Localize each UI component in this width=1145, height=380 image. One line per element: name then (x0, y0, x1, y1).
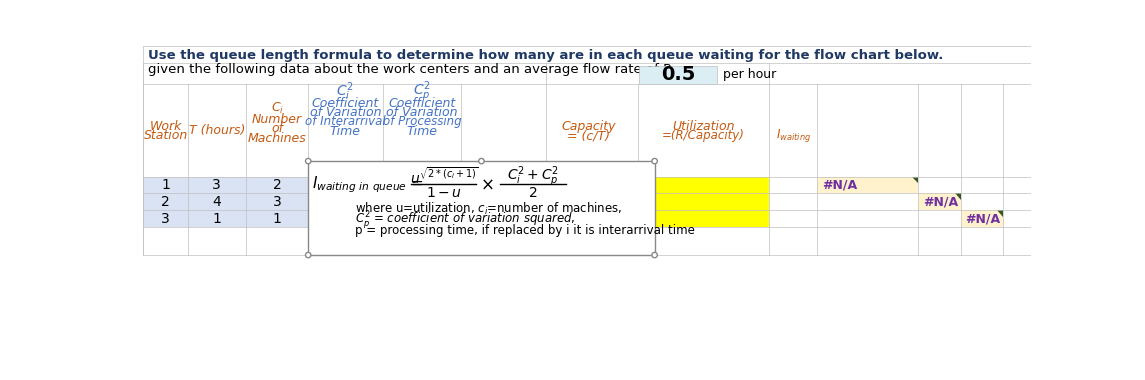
Text: per hour: per hour (722, 68, 776, 81)
Text: Time: Time (406, 125, 437, 138)
Bar (143, 193, 546, 211)
Text: 0.5: 0.5 (411, 178, 433, 192)
Text: Utilization: Utilization (672, 120, 735, 133)
Polygon shape (997, 211, 1003, 217)
Text: Work: Work (149, 120, 182, 133)
Text: #N/A: #N/A (822, 179, 858, 192)
Text: $2$: $2$ (528, 187, 538, 200)
Text: $\times$: $\times$ (480, 175, 493, 193)
Polygon shape (911, 176, 918, 183)
Text: 0.1: 0.1 (411, 212, 433, 226)
Circle shape (652, 252, 657, 258)
Text: 3: 3 (212, 178, 221, 192)
Text: =(R/Capacity): =(R/Capacity) (662, 129, 745, 142)
Text: Number: Number (252, 113, 302, 126)
Text: 1: 1 (161, 178, 171, 192)
Text: Coefficient: Coefficient (311, 97, 379, 110)
Text: of: of (271, 122, 283, 135)
Circle shape (479, 158, 484, 164)
Text: 0.1: 0.1 (334, 212, 356, 226)
Text: 0.1: 0.1 (334, 195, 356, 209)
Text: #N/A: #N/A (965, 212, 1001, 225)
Text: $C^2_i$: $C^2_i$ (337, 81, 354, 103)
Text: Capacity: Capacity (561, 120, 616, 133)
Bar (143, 211, 546, 227)
Text: 2: 2 (273, 178, 282, 192)
Text: $u^{\sqrt{2*(c_i+1)}}$: $u^{\sqrt{2*(c_i+1)}}$ (410, 166, 479, 187)
Text: 3: 3 (161, 212, 169, 226)
Text: 1: 1 (212, 212, 221, 226)
Text: $C_i^2 + C_p^2$: $C_i^2 + C_p^2$ (507, 164, 559, 189)
Text: 1: 1 (273, 212, 282, 226)
Text: #N/A: #N/A (923, 195, 958, 208)
Text: Machines: Machines (247, 131, 307, 144)
Bar (818, 176, 918, 193)
Text: 0.5: 0.5 (661, 65, 695, 84)
Text: 2: 2 (161, 195, 169, 209)
Text: $C_i$: $C_i$ (270, 101, 284, 116)
Text: Coefficient: Coefficient (388, 97, 456, 110)
Text: 0.5: 0.5 (334, 178, 356, 192)
Circle shape (652, 158, 657, 164)
Bar (546, 193, 769, 211)
Bar (961, 211, 1003, 227)
Text: 4: 4 (212, 195, 221, 209)
Text: 3: 3 (273, 195, 282, 209)
Text: $C^2_p$: $C^2_p$ (413, 79, 431, 104)
Bar (546, 176, 769, 193)
Text: Time: Time (330, 125, 361, 138)
Circle shape (306, 158, 311, 164)
Text: where u=utilization, $c_i$=number of machines,: where u=utilization, $c_i$=number of mac… (355, 201, 622, 217)
Bar (308, 161, 655, 255)
Text: of Variation: of Variation (309, 106, 381, 119)
Text: of Variation: of Variation (386, 106, 458, 119)
Text: 0.5: 0.5 (411, 195, 433, 209)
Text: Use the queue length formula to determine how many are in each queue waiting for: Use the queue length formula to determin… (148, 49, 943, 62)
Circle shape (306, 252, 311, 258)
Bar (546, 211, 769, 227)
Text: $\mathit{I}_{waiting\ in\ queue}$ =: $\mathit{I}_{waiting\ in\ queue}$ = (313, 174, 424, 195)
Text: $I_{waiting}$: $I_{waiting}$ (776, 127, 811, 144)
Bar (918, 193, 961, 211)
Text: $C_p^2$ = $\mathit{coefficient\ of\ variation\ squared}$,: $C_p^2$ = $\mathit{coefficient\ of\ vari… (355, 209, 575, 231)
Bar (143, 176, 546, 193)
Text: of Interarrival: of Interarrival (305, 116, 386, 128)
Polygon shape (955, 193, 961, 200)
Text: T (hours): T (hours) (189, 124, 245, 137)
Text: $1-u$: $1-u$ (426, 187, 461, 200)
Text: = (c/T): = (c/T) (567, 129, 610, 142)
Text: given the following data about the work centers and an average flow rate of R=: given the following data about the work … (148, 63, 684, 76)
Text: of Processing: of Processing (382, 116, 461, 128)
Bar (639, 66, 717, 84)
Text: Station: Station (143, 129, 188, 142)
Text: p = processing time, if replaced by i it is interarrival time: p = processing time, if replaced by i it… (355, 224, 695, 237)
